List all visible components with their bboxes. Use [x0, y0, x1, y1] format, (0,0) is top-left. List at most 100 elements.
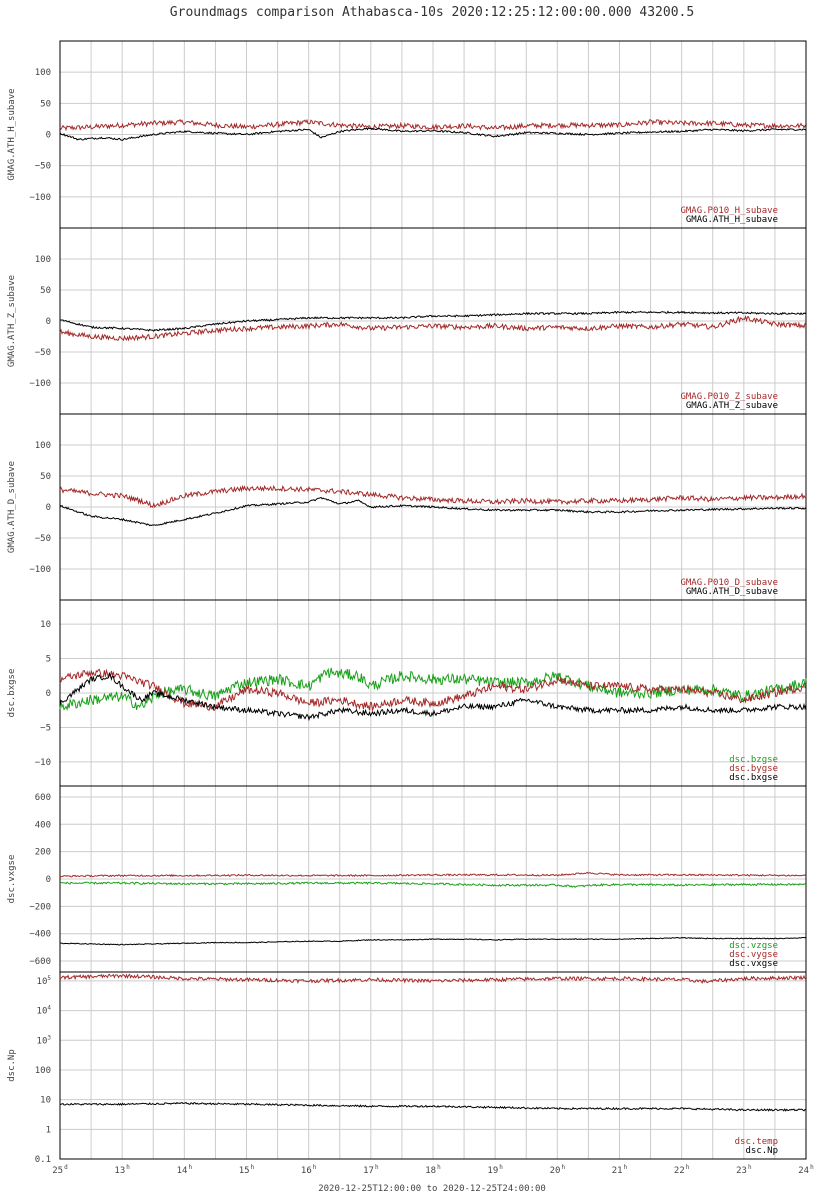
panel-2: −100−50050100GMAG.ATH_Z_subaveGMAG.P010_…: [7, 227, 807, 415]
y-tick-label: 200: [35, 848, 51, 858]
y-tick-label: 0.1: [35, 1155, 51, 1165]
x-tick-suffix: d: [64, 1164, 68, 1171]
y-tick-label: 100: [35, 441, 51, 451]
y-tick-label: 100: [35, 1066, 51, 1076]
legend-entry: dsc.temp: [735, 1137, 778, 1147]
x-tick-suffix: h: [375, 1164, 379, 1171]
x-tick-label: 22h: [674, 1164, 690, 1176]
legend-entry: GMAG.ATH_Z_subave: [686, 401, 778, 411]
legend-entry: GMAG.P010_H_subave: [680, 206, 778, 216]
y-tick-label: 5: [46, 655, 51, 665]
tick-exponent: 5: [47, 975, 51, 982]
x-tick-suffix: h: [561, 1164, 565, 1171]
x-tick-suffix: h: [810, 1164, 814, 1171]
series-black-line: [59, 496, 807, 527]
series-black-line: [59, 126, 807, 141]
y-tick-label: 400: [35, 820, 51, 830]
x-tick-label: 23h: [736, 1164, 752, 1176]
legend-entry: dsc.vygse: [729, 950, 778, 960]
legend-entry: dsc.vxgse: [729, 959, 778, 969]
y-tick-label: 100: [35, 68, 51, 78]
y-tick-label: −100: [29, 379, 51, 389]
y-tick-label: −50: [35, 534, 51, 544]
y-tick-label: 105: [37, 975, 52, 987]
series-red-line: [59, 871, 807, 878]
legend-entry: GMAG.ATH_D_subave: [686, 587, 778, 597]
y-tick-label: −400: [29, 930, 51, 940]
x-tick-label: 13h: [114, 1164, 130, 1176]
series-black-line: [59, 310, 807, 332]
x-tick-label: 15h: [239, 1164, 255, 1176]
y-tick-label: 104: [37, 1005, 52, 1017]
panel-1: −100−50050100GMAG.ATH_H_subaveGMAG.P010_…: [7, 40, 807, 229]
x-tick-label: 20h: [550, 1164, 566, 1176]
series-red-line: [59, 484, 807, 509]
x-tick-label: 16h: [301, 1164, 317, 1176]
x-tick-label: 18h: [425, 1164, 441, 1176]
y-axis-label: dsc.bxgse: [7, 669, 17, 718]
y-axis-label: GMAG.ATH_Z_subave: [7, 275, 17, 367]
y-tick-label: 0: [46, 503, 51, 513]
y-tick-label: −50: [35, 162, 51, 172]
x-tick-suffix: h: [437, 1164, 441, 1171]
y-axis-label: dsc.Np: [7, 1049, 17, 1082]
x-axis: 25d 13h 14h 15h 16h 17h 18h 19h 20h 21h 22h 23h 24h: [52, 1164, 814, 1176]
series-red-line: [59, 118, 807, 132]
series-black-line: [60, 936, 807, 946]
y-tick-label: 103: [37, 1034, 52, 1046]
legend-entry: GMAG.P010_D_subave: [680, 578, 778, 588]
x-tick-suffix: h: [686, 1164, 690, 1171]
series-black-line: [59, 1101, 807, 1112]
y-tick-label: −600: [29, 957, 51, 967]
x-tick-suffix: h: [499, 1164, 503, 1171]
y-tick-label: 0: [46, 131, 51, 141]
legend-entry: dsc.bxgse: [729, 773, 778, 783]
panel-frame: [59, 971, 807, 1160]
y-tick-label: 0: [46, 317, 51, 327]
x-tick-suffix: h: [748, 1164, 752, 1171]
series-red-line: [59, 668, 807, 713]
y-tick-label: 1: [46, 1125, 51, 1135]
series-red-line: [59, 973, 807, 985]
x-tick-label: 17h: [363, 1164, 379, 1176]
panel-4: −10−50510dsc.bxgsedsc.bzgsedsc.bygsedsc.…: [7, 599, 807, 787]
legend-entry: GMAG.ATH_H_subave: [686, 215, 778, 225]
y-axis-label: dsc.vxgse: [7, 855, 17, 904]
figure-title: Groundmags comparison Athabasca-10s 2020…: [170, 5, 694, 20]
y-tick-label: −10: [35, 758, 51, 768]
x-tick-label: 19h: [487, 1164, 503, 1176]
tick-exponent: 3: [47, 1034, 51, 1041]
series-red-line: [59, 314, 807, 342]
legend-entry: dsc.Np: [745, 1146, 778, 1156]
legend-entry: dsc.bygse: [729, 764, 778, 774]
x-tick-suffix: h: [624, 1164, 628, 1171]
legend-entry: dsc.bzgse: [729, 755, 778, 765]
series-green-line: [59, 667, 807, 712]
x-tick-label: 25d: [52, 1164, 68, 1176]
y-tick-label: −5: [40, 723, 51, 733]
y-tick-label: 50: [40, 472, 51, 482]
series-green-line: [59, 881, 807, 888]
y-axis-label: GMAG.ATH_H_subave: [7, 88, 17, 180]
x-tick-suffix: h: [126, 1164, 130, 1171]
y-tick-label: 600: [35, 793, 51, 803]
time-range-label: 2020-12-25T12:00:00 to 2020-12-25T24:00:…: [318, 1184, 546, 1194]
panel-5: −600 −400 −200 0 200 400 600 dsc.vxgse dsc.vzgse…: [7, 785, 807, 973]
x-tick-label: 24h: [798, 1164, 814, 1176]
x-tick-suffix: h: [313, 1164, 317, 1171]
legend-entry: dsc.vzgse: [729, 941, 778, 951]
x-tick-suffix: h: [251, 1164, 255, 1171]
y-tick-label: 10: [40, 1096, 51, 1106]
y-tick-label: −100: [29, 193, 51, 203]
y-tick-label: 50: [40, 99, 51, 109]
y-tick-label: −100: [29, 565, 51, 575]
y-tick-label: −200: [29, 902, 51, 912]
legend-entry: GMAG.P010_Z_subave: [680, 392, 778, 402]
y-tick-label: 100: [35, 255, 51, 265]
y-tick-label: 50: [40, 286, 51, 296]
y-tick-label: 0: [46, 875, 51, 885]
y-tick-label: 10: [40, 620, 51, 630]
tick-exponent: 4: [47, 1005, 51, 1012]
y-axis-label: GMAG.ATH_D_subave: [7, 461, 17, 553]
